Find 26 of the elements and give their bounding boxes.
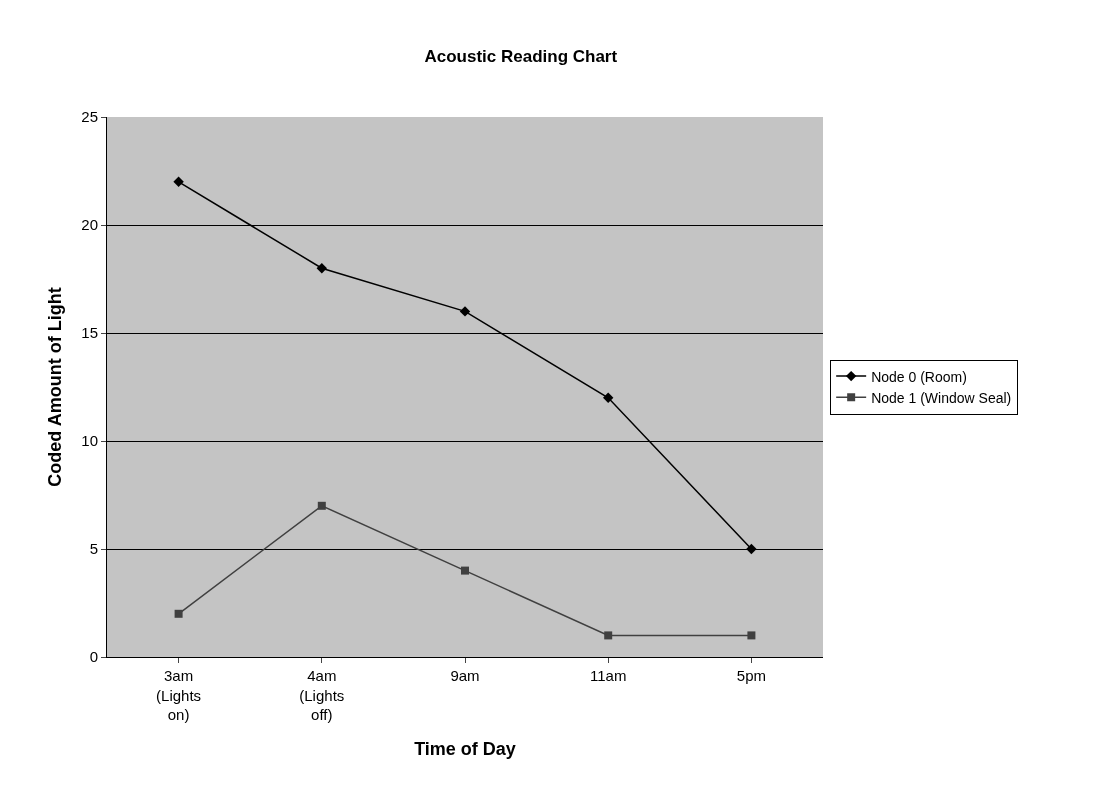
y-tick-label: 0 xyxy=(89,648,98,666)
x-tick-label: 11am xyxy=(589,667,627,684)
y-tick-label: 15 xyxy=(81,324,98,342)
point xyxy=(173,176,184,187)
point xyxy=(604,631,613,640)
point xyxy=(461,566,469,575)
y-tick-label: 25 xyxy=(81,108,98,126)
y-tick-label: 20 xyxy=(81,216,98,234)
y-tick-label: 5 xyxy=(89,540,98,558)
legend-label: Node 0 (Room) xyxy=(871,368,967,385)
point xyxy=(746,543,757,555)
x-tick-label: 3am (Lights on) xyxy=(156,667,202,723)
x-tick-label: 9am xyxy=(450,667,480,684)
x-tick-label: 4am (Lights off) xyxy=(299,667,345,723)
x-tick-label: 5pm xyxy=(736,667,766,684)
point xyxy=(316,263,327,274)
legend-label: Node 1 (Window Seal) xyxy=(871,389,1012,406)
x-axis-title: Time of Day xyxy=(414,739,516,760)
chart-title: Acoustic Reading Chart xyxy=(424,46,618,66)
point xyxy=(603,392,614,403)
point xyxy=(747,631,756,640)
y-tick-label: 10 xyxy=(81,432,98,450)
point xyxy=(459,306,471,317)
point xyxy=(317,501,326,510)
y-axis-title: Coded Amount of Light xyxy=(44,287,65,487)
point xyxy=(174,609,183,618)
